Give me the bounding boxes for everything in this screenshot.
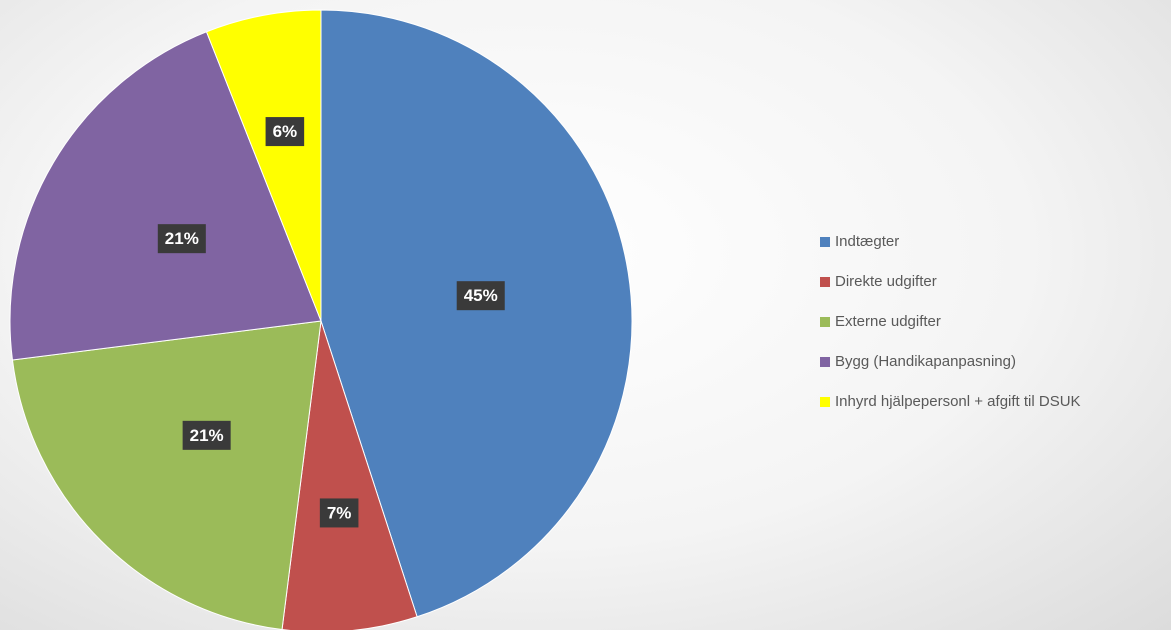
legend-label: Direkte udgifter xyxy=(835,273,937,290)
legend-swatch xyxy=(820,317,830,327)
data-label: 6% xyxy=(273,122,298,141)
data-label-box xyxy=(182,420,231,450)
legend-swatch xyxy=(820,237,830,247)
pie-slice xyxy=(320,9,633,618)
data-label-box xyxy=(265,117,305,147)
data-label-box xyxy=(319,498,359,528)
legend-label: Bygg (Handikapanpasning) xyxy=(835,353,1016,370)
legend-label: Inhyrd hjälpepersonl + afgift til DSUK xyxy=(835,393,1081,410)
pie-slice xyxy=(281,320,418,630)
data-label: 45% xyxy=(464,286,498,305)
pie-slice xyxy=(205,9,322,322)
legend-swatch xyxy=(820,277,830,287)
legend-swatch xyxy=(820,357,830,367)
legend-label: Indtægter xyxy=(835,233,899,250)
data-label-box xyxy=(157,224,206,254)
pie-slice xyxy=(9,31,322,361)
data-label: 21% xyxy=(165,229,199,248)
data-label-box xyxy=(456,281,505,311)
legend-label: Externe udgifter xyxy=(835,313,941,330)
data-label: 7% xyxy=(327,503,352,522)
legend-swatch xyxy=(820,397,830,407)
data-label: 21% xyxy=(190,426,224,445)
pie-slice xyxy=(11,320,322,630)
